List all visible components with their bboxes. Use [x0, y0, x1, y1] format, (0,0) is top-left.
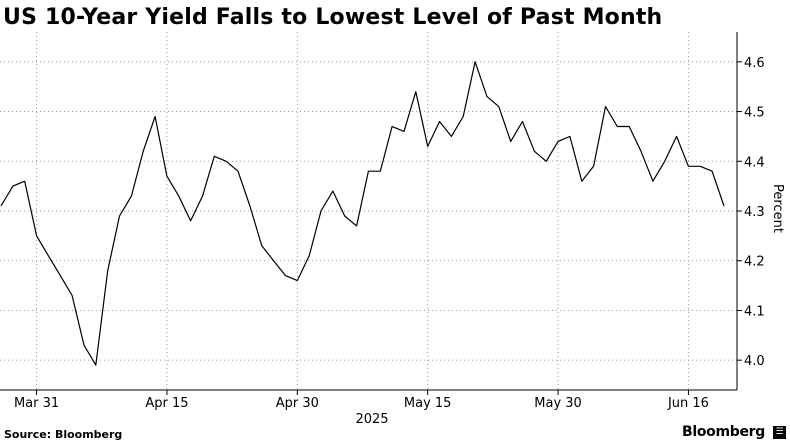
x-tick-label: May 15 — [404, 396, 452, 411]
y-tick-label: 4.5 — [744, 106, 765, 121]
x-tick-label: Mar 31 — [14, 396, 59, 411]
x-tick-label: Apr 15 — [145, 396, 188, 411]
bloomberg-logo: Bloomberg — [681, 424, 765, 440]
y-tick-label: 4.2 — [744, 255, 765, 270]
chart-title: US 10-Year Yield Falls to Lowest Level o… — [3, 5, 663, 30]
x-tick-label: Jun 16 — [667, 396, 709, 411]
series-line — [0, 61, 725, 366]
y-tick-label: 4.3 — [744, 205, 765, 220]
y-tick-label: 4.6 — [744, 56, 765, 71]
gridlines — [0, 32, 737, 390]
series-lines — [0, 61, 725, 366]
bloomberg-mark-icon: ☰ — [773, 426, 786, 439]
x-axis: Mar 31 Apr 15 Apr 30 May 15 May 30 Jun 16 — [14, 390, 709, 411]
y-tick-label: 4.1 — [744, 304, 765, 319]
x-tick-label: May 30 — [534, 396, 582, 411]
x-axis-label: 2025 — [355, 412, 388, 427]
x-tick-label: Apr 30 — [276, 396, 319, 411]
y-axis: 4.0 4.1 4.2 4.3 4.4 4.5 4.6 — [737, 56, 765, 369]
source-note: Source: Bloomberg — [4, 428, 123, 441]
y-tick-label: 4.0 — [744, 354, 765, 369]
y-tick-label: 4.4 — [744, 155, 765, 170]
y-axis-label: Percent — [770, 184, 785, 233]
